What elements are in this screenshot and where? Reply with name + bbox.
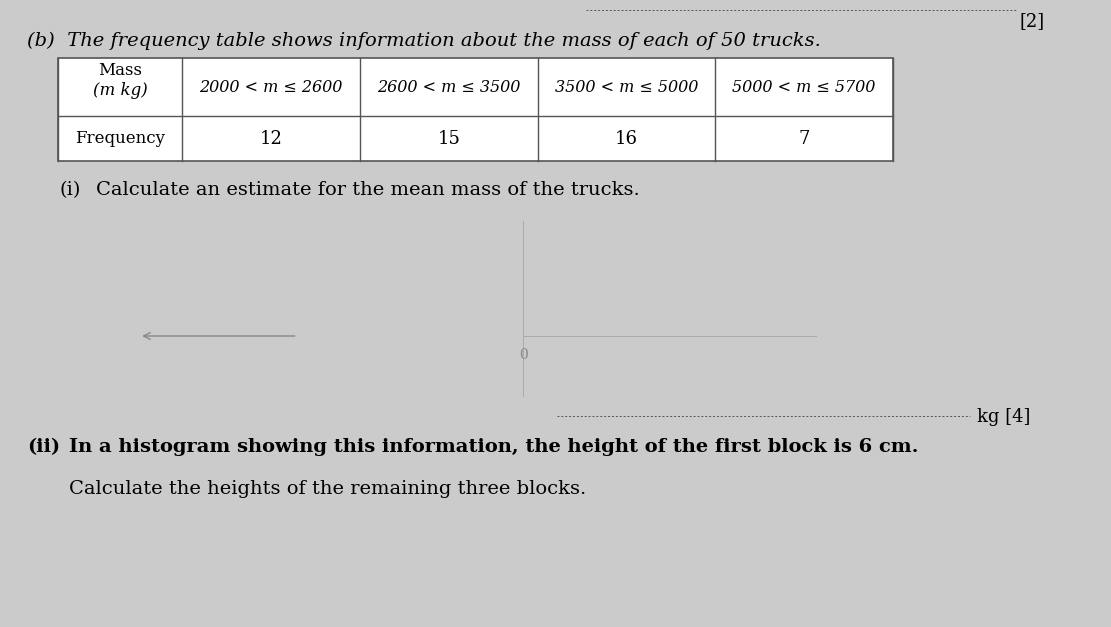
Text: 16: 16 <box>615 130 638 147</box>
Text: Frequency: Frequency <box>76 130 166 147</box>
Text: 2000 < m ≤ 2600: 2000 < m ≤ 2600 <box>200 78 343 95</box>
Text: 5000 < m ≤ 5700: 5000 < m ≤ 5700 <box>732 78 875 95</box>
Text: (i): (i) <box>60 181 81 199</box>
Text: 15: 15 <box>438 130 460 147</box>
Text: In a histogram showing this information, the height of the first block is 6 cm.: In a histogram showing this information,… <box>69 438 919 456</box>
Text: 7: 7 <box>799 130 810 147</box>
Text: 0: 0 <box>519 348 528 362</box>
Text: [2]: [2] <box>1020 12 1044 30</box>
Text: Calculate an estimate for the mean mass of the trucks.: Calculate an estimate for the mean mass … <box>96 181 640 199</box>
Text: 2600 < m ≤ 3500: 2600 < m ≤ 3500 <box>377 78 521 95</box>
Text: Calculate the heights of the remaining three blocks.: Calculate the heights of the remaining t… <box>69 480 587 498</box>
Text: (ii): (ii) <box>27 438 60 456</box>
Text: 3500 < m ≤ 5000: 3500 < m ≤ 5000 <box>554 78 698 95</box>
Text: 12: 12 <box>260 130 282 147</box>
Text: (m kg): (m kg) <box>92 82 148 99</box>
Text: kg [4]: kg [4] <box>978 408 1031 426</box>
Text: Mass: Mass <box>98 62 142 79</box>
Bar <box>58 58 893 161</box>
Text: (b)  The frequency table shows information about the mass of each of 50 trucks.: (b) The frequency table shows informatio… <box>27 32 821 50</box>
